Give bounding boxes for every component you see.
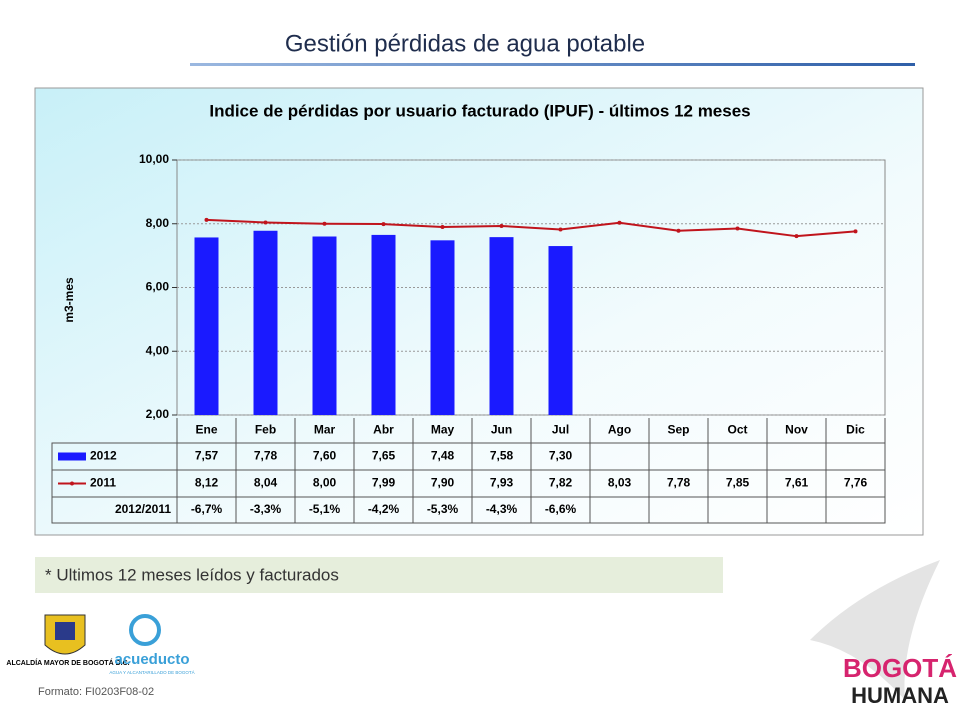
- row-label: 2012/2011: [115, 502, 171, 516]
- table-cell: 7,78: [254, 449, 278, 463]
- x-tick-label: Dic: [846, 423, 865, 437]
- bar: [253, 230, 278, 415]
- table-cell: 7,78: [667, 476, 691, 490]
- table-cell: -4,3%: [486, 502, 518, 516]
- bar: [371, 234, 396, 415]
- table-cell: 7,60: [313, 449, 337, 463]
- chart-title: Indice de pérdidas por usuario facturado…: [209, 101, 750, 120]
- table-cell: 8,03: [608, 476, 632, 490]
- table-cell: 7,76: [844, 476, 868, 490]
- bar: [430, 240, 455, 415]
- table-cell: 7,48: [431, 449, 455, 463]
- y-tick-label: 2,00: [146, 407, 170, 421]
- x-tick-label: Jun: [491, 423, 512, 437]
- y-axis-label: m3-mes: [62, 277, 76, 323]
- plot: 2,00 4,00 6,00 8,00 10,00 2012 7,57 7,78 7,60 7,6…: [51, 152, 886, 524]
- table-cell: 7,99: [372, 476, 396, 490]
- bar: [489, 237, 514, 415]
- logo-acueducto: acueducto AGUA Y ALCANTARILLADO DE BOGOT…: [109, 614, 195, 675]
- line-marker: [440, 224, 445, 229]
- line: [206, 218, 856, 238]
- chart-frame: [34, 87, 924, 536]
- title-underline: [190, 63, 915, 66]
- table-cell: -3,3%: [250, 502, 282, 516]
- logo-text: ALCALDÍA MAYOR DE BOGOTÁ D.C.: [6, 658, 129, 667]
- line-marker: [735, 226, 740, 231]
- table-cell: 7,85: [726, 476, 750, 490]
- table-cell: 8,12: [195, 476, 219, 490]
- table-cell: -4,2%: [368, 502, 400, 516]
- x-tick-label: Feb: [255, 423, 276, 437]
- table-cell: 7,90: [431, 476, 455, 490]
- line-marker: [794, 234, 799, 239]
- table-cell: 7,58: [490, 449, 514, 463]
- table-cell: 7,65: [372, 449, 396, 463]
- line-marker: [617, 220, 622, 225]
- x-tick-label: Ago: [608, 423, 631, 437]
- bar: [194, 237, 219, 415]
- line-marker: [499, 223, 504, 228]
- x-tick-label: Ene: [195, 423, 217, 437]
- table-cell: 7,61: [785, 476, 809, 490]
- line-marker: [381, 222, 386, 227]
- footnote: * Ultimos 12 meses leídos y facturados: [45, 565, 339, 584]
- line-marker: [558, 227, 563, 232]
- y-tick-label: 10,00: [139, 152, 169, 166]
- legend-swatch: [58, 452, 86, 461]
- legend-label: 2012: [90, 449, 117, 463]
- table-cell: 8,00: [313, 476, 337, 490]
- x-tick-label: Mar: [314, 423, 336, 437]
- x-tick-label: Oct: [727, 423, 747, 437]
- footnote-box: [35, 557, 723, 593]
- line-marker: [204, 217, 209, 222]
- table-cell: -6,6%: [545, 502, 577, 516]
- page-title: Gestión pérdidas de agua potable: [285, 30, 645, 57]
- y-tick-label: 4,00: [146, 343, 170, 357]
- x-tick-label: Abr: [373, 423, 394, 437]
- bar: [548, 246, 573, 415]
- table-cell: 8,04: [254, 476, 278, 490]
- y-tick-label: 6,00: [146, 280, 170, 294]
- format-code: Formato: FI0203F08-02: [38, 686, 154, 698]
- bar: [312, 236, 337, 415]
- x-tick-label: Nov: [785, 423, 808, 437]
- table-cell: 7,57: [195, 449, 219, 463]
- y-tick-label: 8,00: [146, 216, 170, 230]
- table-cell: -6,7%: [191, 502, 223, 516]
- logo-text: BOGOTÁ: [843, 653, 957, 683]
- line-marker: [322, 221, 327, 226]
- logo-text: HUMANA: [851, 683, 949, 708]
- line-marker: [853, 229, 858, 234]
- line-marker: [263, 220, 268, 225]
- table-cell: 7,82: [549, 476, 573, 490]
- x-tick-label: Sep: [667, 423, 689, 437]
- x-tick-label: May: [431, 423, 455, 437]
- legend-marker: [70, 481, 74, 486]
- line-marker: [676, 228, 681, 233]
- legend-label: 2011: [90, 476, 116, 490]
- logo-text: AGUA Y ALCANTARILLADO DE BOGOTÁ: [109, 669, 194, 675]
- logo-alcaldia: ALCALDÍA MAYOR DE BOGOTÁ D.C.: [6, 614, 130, 667]
- table-cell: 7,93: [490, 476, 514, 490]
- x-tick-label: Jul: [552, 423, 569, 437]
- table-cell: -5,1%: [309, 502, 341, 516]
- table-cell: -5,3%: [427, 502, 459, 516]
- table-cell: 7,30: [549, 449, 573, 463]
- page-curl: [810, 560, 940, 700]
- logo-text: acueducto: [114, 651, 189, 668]
